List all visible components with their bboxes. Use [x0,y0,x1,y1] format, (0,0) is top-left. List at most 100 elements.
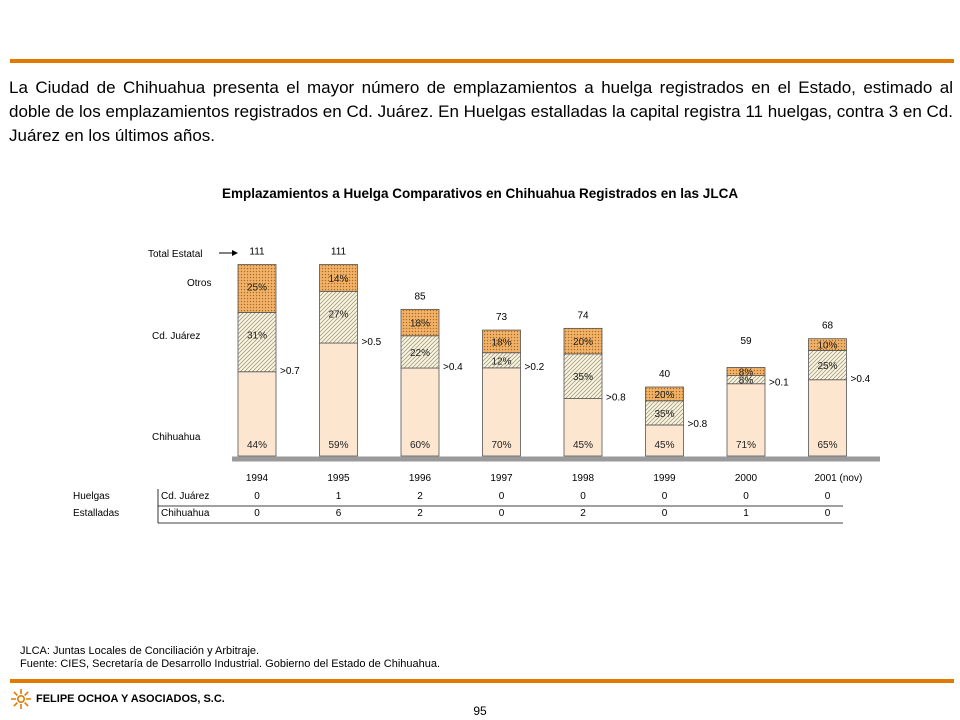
legend-total-arrowhead [232,250,238,256]
bar-1998-juarez [563,353,603,399]
total-1996: 85 [414,291,426,302]
ratio-2000: >0.1 [769,378,789,389]
bar-1998-chihuahua [563,398,603,457]
ratio-1995: >0.5 [362,337,382,348]
label-1994-otros: 25% [247,283,267,294]
bar-1999-otros [645,386,684,402]
bar-2001-juarez [808,350,847,381]
bar-1996-otros [400,308,440,337]
table-cell-1994-juarez: 0 [254,491,260,502]
table-cell-1997-chihuahua: 0 [499,508,505,519]
note-source: Fuente: CIES, Secretaría de Desarrollo I… [20,657,441,670]
bar-1997-chihuahua [482,367,521,457]
ratio-1998: >0.8 [606,393,626,404]
label-1999-otros: 20% [654,390,674,401]
total-1995: 111 [331,247,347,258]
table-cell-1995-juarez: 1 [336,491,342,502]
label-2000-chihuahua: 71% [736,440,756,451]
label-1996-chihuahua: 60% [410,440,430,451]
bar-1995-chihuahua [319,342,358,457]
bar-1995-otros [319,264,358,292]
page-number: 95 [473,704,487,718]
label-1997-juarez: 12% [491,356,511,367]
bar-2001-otros [808,338,847,351]
table-cell-2001-juarez: 0 [825,491,831,502]
table-cell-2001-chihuahua: 0 [825,508,831,519]
legend-otros: Otros [187,278,211,289]
label-1999-juarez: 35% [654,409,674,420]
label-2001-juarez: 25% [817,361,837,372]
bar-1997-otros [482,329,521,354]
footer-brand-name: FELIPE OCHOA Y ASOCIADOS, S.C. [36,693,225,705]
total-1997: 73 [496,312,508,323]
label-1994-juarez: 31% [247,330,267,341]
table-cell-1999-juarez: 0 [662,491,668,502]
bar-2000-otros [726,367,766,376]
label-1995-otros: 14% [328,274,348,285]
x-label-1999: 1999 [653,473,676,484]
legend-total-estatal: Total Estatal [148,249,202,260]
x-label-1996: 1996 [409,473,432,484]
table-cell-2000-chihuahua: 1 [743,508,749,519]
x-label-1995: 1995 [327,473,350,484]
ratio-1994: >0.7 [280,366,300,377]
bar-1994-chihuahua [237,371,277,457]
x-label-2001: 2001 (nov) [815,473,863,484]
legend-chihuahua: Chihuahua [152,432,201,443]
label-1996-juarez: 22% [410,348,430,359]
table-cell-1995-chihuahua: 6 [336,508,342,519]
table-cell-1996-chihuahua: 2 [417,508,423,519]
table-cell-1998-juarez: 0 [580,491,586,502]
chart-title: Emplazamientos a Huelga Comparativos en … [221,186,739,201]
label-2000-juarez: 8% [739,376,754,387]
legend-cd-juarez: Cd. Juárez [152,331,200,342]
label-1994-chihuahua: 44% [247,440,267,451]
label-2001-chihuahua: 65% [817,440,837,451]
total-2001: 68 [822,321,834,332]
table-row-label-juarez: Cd. Juárez [161,491,209,502]
total-1994: 111 [249,247,265,258]
table-row-label-chihuahua: Chihuahua [161,508,210,519]
bar-1998-otros [563,327,603,355]
table-cell-2000-juarez: 0 [743,491,749,502]
x-label-1998: 1998 [572,473,595,484]
table-title-huelgas: Huelgas [73,491,110,502]
bar-1999-chihuahua [645,424,684,457]
bars: 44% 31% 25% 111 >0.7 59% 27% 14% 111 >0.5 60% 22% 18… [237,247,871,457]
label-1998-juarez: 35% [573,372,593,383]
total-1999: 40 [659,369,671,380]
ratio-1996: >0.4 [443,362,463,373]
bar-1995-juarez [319,290,358,344]
label-2000-otros: 8% [739,368,754,379]
table-title-estalladas: Estalladas [73,508,119,519]
label-2001-otros: 10% [817,341,837,352]
label-1998-chihuahua: 45% [573,440,593,451]
bar-1999-juarez [645,400,684,426]
label-1995-juarez: 27% [328,309,348,320]
ratio-1999: >0.8 [688,419,708,430]
table-cell-1997-juarez: 0 [499,491,505,502]
footer-brand: FELIPE OCHOA Y ASOCIADOS, S.C. [10,688,225,710]
x-label-1994: 1994 [246,473,269,484]
table-cell-1994-chihuahua: 0 [254,508,260,519]
table-cell-1998-chihuahua: 2 [580,508,586,519]
bar-2001-chihuahua [808,379,847,457]
legend: Total Estatal Otros Cd. Juárez Chihuahua [148,249,238,443]
x-label-2000: 2000 [735,473,758,484]
label-1997-otros: 18% [491,337,511,348]
bar-1994-otros [237,264,277,313]
total-1998: 74 [577,310,589,321]
huelgas-table: Huelgas Estalladas Cd. Juárez Chihuahua … [73,489,843,524]
label-1999-chihuahua: 45% [654,440,674,451]
bottom-rule [10,679,954,683]
notes: JLCA: Juntas Locales de Conciliación y A… [20,645,440,670]
label-1997-chihuahua: 70% [491,440,511,451]
table-cell-1996-juarez: 2 [417,491,423,502]
company-logo-icon [11,689,31,709]
label-1996-otros: 18% [410,319,430,330]
ratio-1997: >0.2 [525,362,545,373]
top-rule [10,59,954,63]
strike-chart: Total Estatal Otros Cd. Juárez Chihuahua… [73,247,880,524]
x-label-1997: 1997 [490,473,513,484]
ratio-2001: >0.4 [851,374,871,385]
